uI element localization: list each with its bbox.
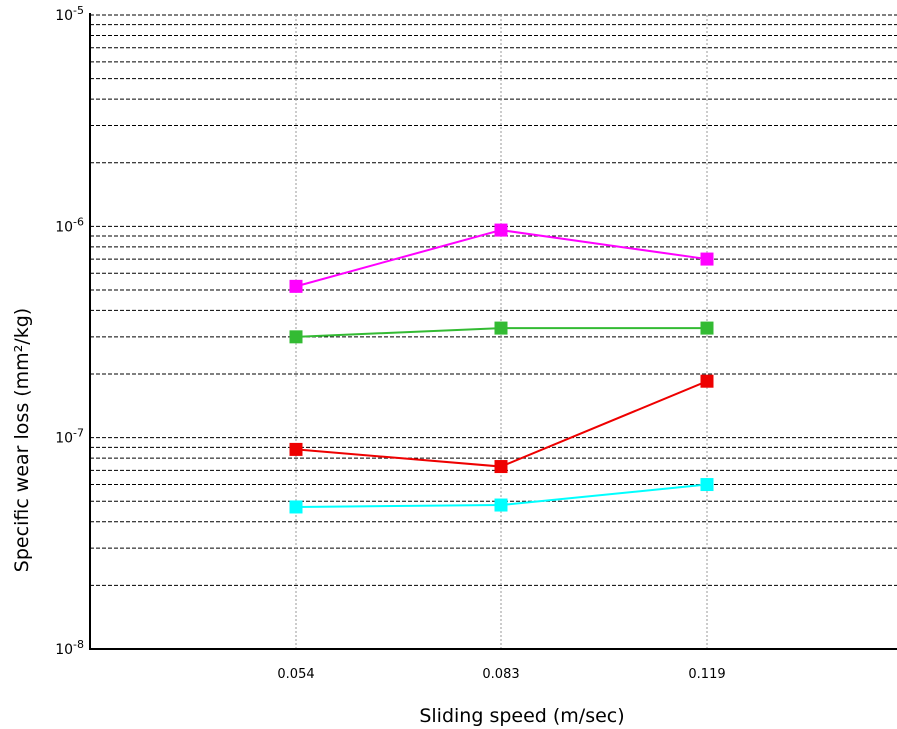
data-point <box>289 500 303 514</box>
data-point <box>700 374 714 388</box>
axes <box>89 13 897 650</box>
x-tick-label: 0.119 <box>688 667 725 682</box>
data-point <box>700 321 714 335</box>
data-point <box>700 478 714 492</box>
x-axis-title: Sliding speed (m/sec) <box>419 705 624 727</box>
y-tick-label: 10-8 <box>55 638 84 658</box>
data-point <box>494 223 508 237</box>
x-tick-label: 0.054 <box>277 667 314 682</box>
data-point <box>494 321 508 335</box>
data-point <box>494 498 508 512</box>
grid <box>90 14 897 649</box>
data-point <box>289 279 303 293</box>
data-point <box>700 252 714 266</box>
y-tick-label: 10-5 <box>55 4 84 24</box>
series-group <box>289 223 714 514</box>
data-point <box>289 442 303 456</box>
data-point <box>289 330 303 344</box>
y-tick-label: 10-6 <box>55 215 84 235</box>
series-line <box>295 229 708 288</box>
x-tick-label: 0.083 <box>482 667 519 682</box>
y-tick-label: 10-7 <box>55 427 84 447</box>
y-axis-title: Specific wear loss (mm²/kg) <box>11 308 33 572</box>
data-point <box>494 460 508 474</box>
tick-labels: 0.054 0.083 0.119 10-5 10-6 10-7 10-8 <box>55 4 725 682</box>
